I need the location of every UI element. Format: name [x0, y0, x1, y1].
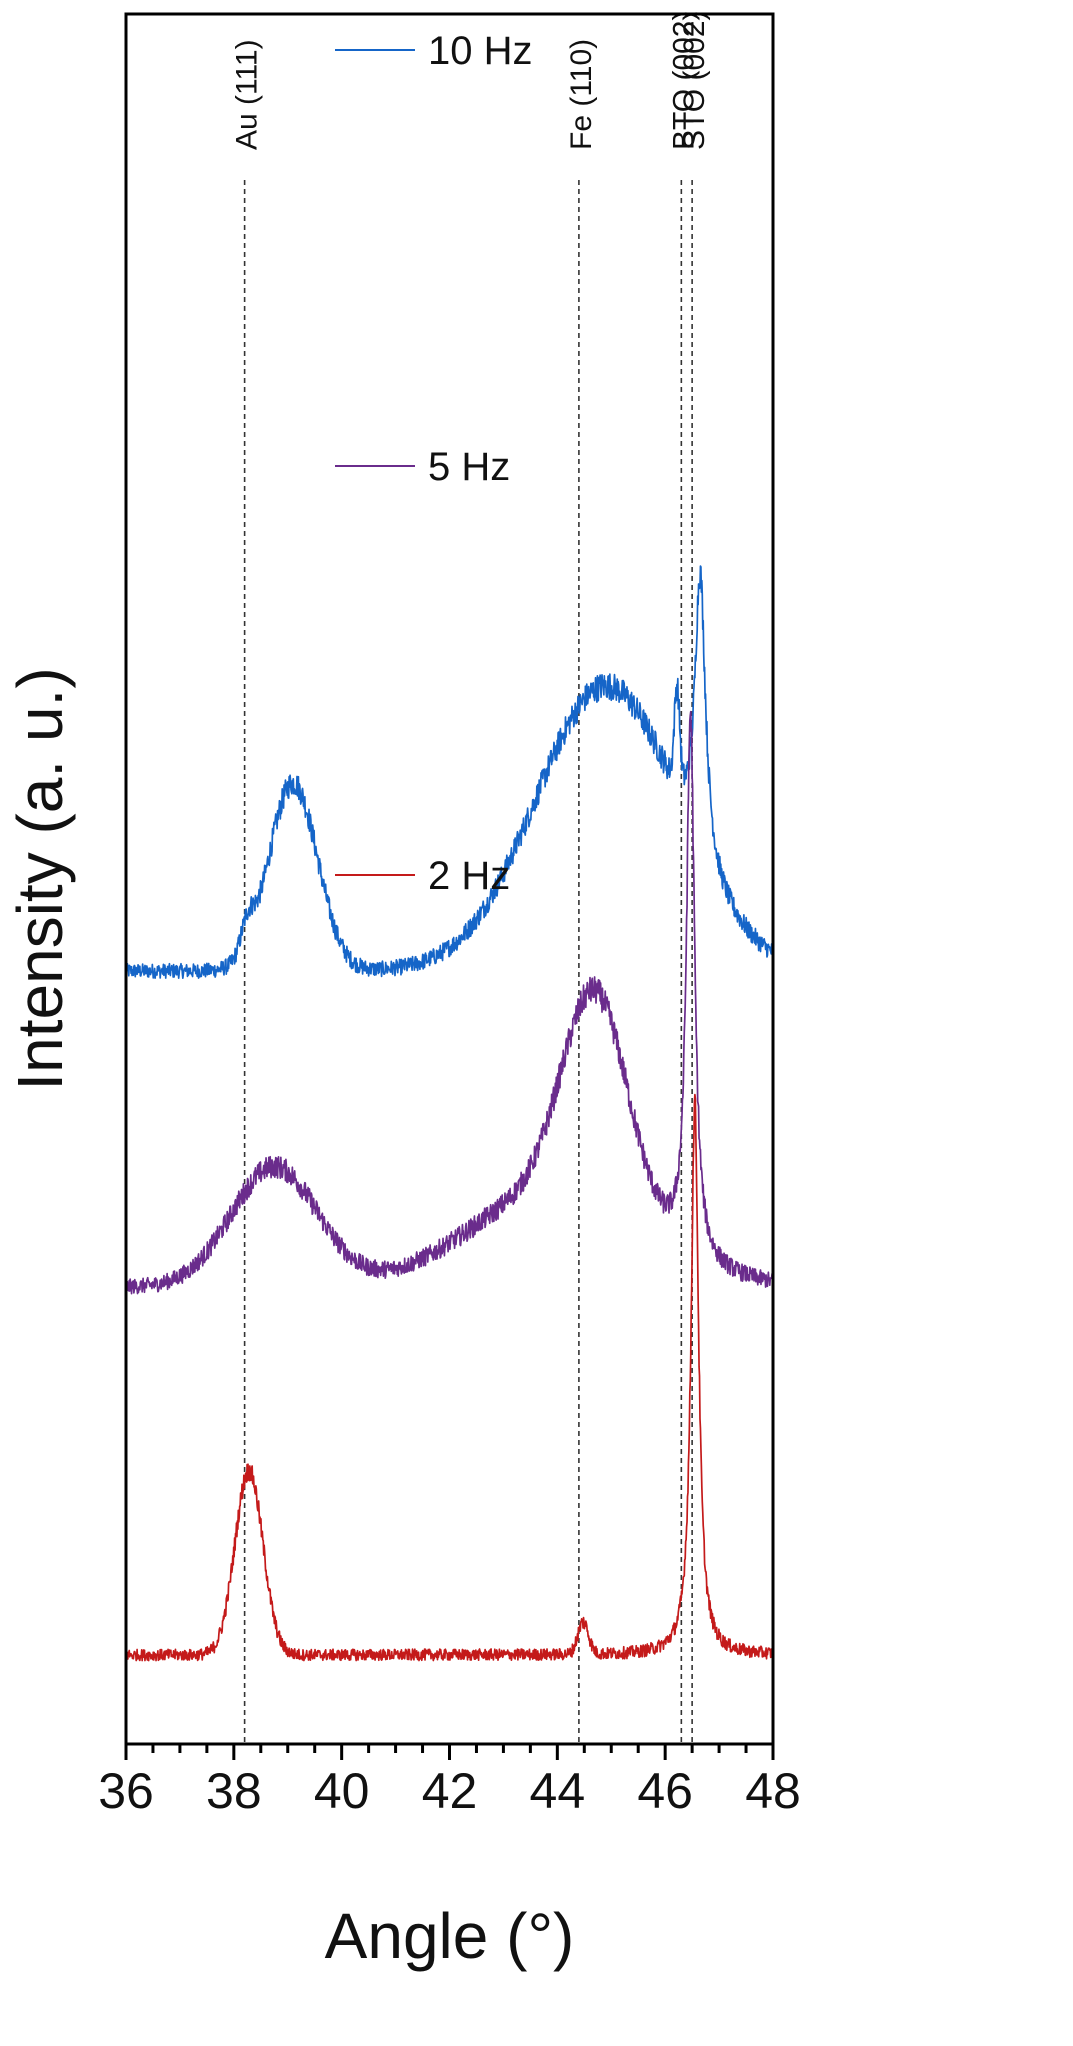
x-tick-label: 40 [314, 1763, 370, 1819]
x-tick-label: 42 [422, 1763, 478, 1819]
y-axis-label: Intensity (a. u.) [4, 667, 76, 1090]
x-axis-label: Angle (°) [325, 1900, 575, 1972]
series-line-5-hz [125, 710, 774, 1295]
x-tick-label: 38 [206, 1763, 262, 1819]
series-line-10-hz [125, 565, 774, 980]
reference-line-label: Au (111) [231, 39, 264, 150]
axes-layer: 36 38 40 42 44 46 48 [98, 12, 801, 1819]
x-tick-label: 48 [745, 1763, 801, 1819]
x-tick-label: 44 [530, 1763, 586, 1819]
legend-label: 2 Hz [428, 854, 510, 898]
reference-line-label: BTO (002) [667, 11, 700, 151]
series-line-2-hz [125, 1093, 774, 1662]
reference-lines-layer: Au (111) Fe (110) BTO (002)STO (002) [231, 11, 711, 1744]
x-tick-label: 36 [98, 1763, 154, 1819]
series-layer [125, 565, 774, 1662]
legend-layer: 10 Hz 5 Hz 2 Hz [335, 29, 533, 898]
legend-label: 5 Hz [428, 445, 510, 489]
reference-line-label: Fe (110) [565, 39, 598, 150]
reference-line-label: STO (002) [678, 11, 711, 151]
legend-label: 10 Hz [428, 29, 533, 73]
x-tick-label: 46 [637, 1763, 693, 1819]
